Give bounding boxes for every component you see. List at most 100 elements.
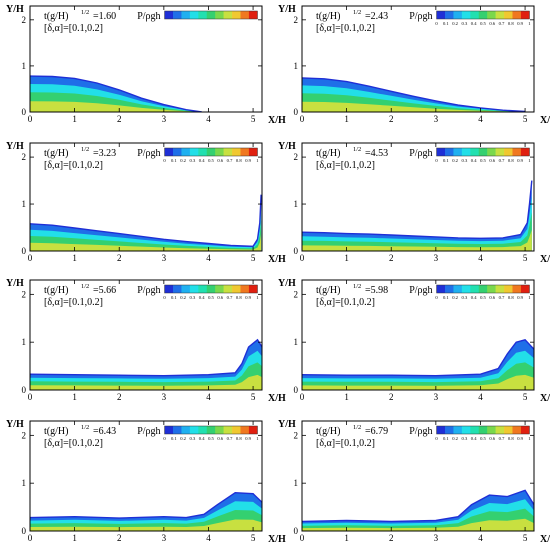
- colorbar-swatch: [478, 11, 488, 19]
- colorbar-tick-label: 0.3: [462, 21, 468, 26]
- y-tick-label: 0: [294, 526, 299, 536]
- x-tick-label: 1: [72, 253, 77, 263]
- free-surface: [30, 75, 202, 112]
- colorbar-frame: [164, 284, 258, 294]
- colorbar-swatch: [495, 148, 505, 156]
- colorbar-swatch: [181, 285, 191, 293]
- colorbar-tick-label: 0.3: [462, 295, 468, 300]
- x-tick-label: 5: [251, 533, 256, 543]
- colorbar-swatch: [206, 11, 216, 19]
- time-exponent: 1/2: [81, 283, 89, 290]
- x-tick-label: 1: [344, 533, 349, 543]
- colorbar-tick-label: 0.4: [471, 21, 477, 26]
- colorbar-tick-label: 0.1: [443, 295, 449, 300]
- x-axis-label: X/H: [540, 254, 550, 265]
- colorbar-swatch: [487, 148, 496, 156]
- colorbar-tick-label: 0.5: [208, 158, 214, 163]
- y-tick-label: 1: [294, 478, 299, 488]
- free-surface: [30, 338, 262, 377]
- y-axis-label: Y/H: [6, 4, 24, 15]
- colorbar-tick-label: 0.8: [236, 295, 242, 300]
- pressure-band: [302, 101, 526, 112]
- colorbar-tick-label: 0.8: [508, 436, 514, 441]
- x-tick-label: 3: [434, 253, 439, 263]
- colorbar-tick-label: 0.8: [508, 21, 514, 26]
- time-value: =3.23: [93, 148, 116, 159]
- time-label: t(g/H): [316, 285, 340, 296]
- colorbar-tick-label: 0.9: [245, 295, 251, 300]
- colorbar-swatch: [444, 11, 454, 19]
- pressure-band: [30, 339, 262, 390]
- x-tick-label: 4: [478, 114, 483, 124]
- colorbar-tick-label: 0.4: [199, 158, 205, 163]
- colorbar-swatch: [215, 426, 224, 434]
- colorbar-label: P/ρgh: [409, 148, 432, 159]
- fluid-region: [302, 489, 534, 531]
- y-tick-label: 0: [294, 107, 299, 117]
- colorbar-swatch: [215, 148, 224, 156]
- x-tick-label: 4: [206, 253, 211, 263]
- colorbar-tick-label: 0: [435, 295, 438, 300]
- colorbar-tick-label: 0: [163, 295, 166, 300]
- colorbar-swatch: [495, 11, 505, 19]
- x-tick-label: 3: [162, 533, 167, 543]
- colorbar-tick-label: 0.5: [208, 295, 214, 300]
- colorbar-swatch: [470, 285, 480, 293]
- x-tick-label: 5: [251, 114, 256, 124]
- colorbar-swatch: [215, 285, 224, 293]
- colorbar-tick-label: 0.7: [499, 21, 505, 26]
- colorbar-label: P/ρgh: [137, 11, 160, 22]
- x-tick-label: 0: [300, 533, 305, 543]
- colorbar-swatch: [453, 148, 463, 156]
- colorbar-swatch: [172, 426, 182, 434]
- pressure-band: [30, 101, 202, 112]
- colorbar-swatch: [512, 148, 522, 156]
- colorbar-tick-label: 0: [163, 436, 166, 441]
- free-surface: [302, 339, 534, 377]
- x-tick-label: 4: [206, 392, 211, 402]
- colorbar-tick-label: 1: [528, 295, 531, 300]
- colorbar-tick-label: 0: [435, 158, 438, 163]
- x-tick-label: 2: [389, 533, 394, 543]
- colorbar-swatch: [248, 426, 258, 434]
- colorbar-swatch: [504, 11, 513, 19]
- colorbar-tick-label: 0.7: [499, 436, 505, 441]
- y-tick-label: 1: [22, 478, 27, 488]
- colorbar-swatch: [470, 11, 480, 19]
- time-value: =4.53: [365, 148, 388, 159]
- x-tick-label: 5: [251, 392, 256, 402]
- time-exponent: 1/2: [81, 424, 89, 431]
- y-axis-label: Y/H: [278, 419, 296, 430]
- y-tick-label: 2: [294, 15, 299, 25]
- plot-frame: [29, 420, 263, 532]
- colorbar-tick-label: 0.6: [489, 436, 495, 441]
- colorbar-tick-label: 0.2: [452, 158, 458, 163]
- colorbar-label: P/ρgh: [137, 285, 160, 296]
- x-tick-label: 0: [28, 253, 33, 263]
- y-tick-label: 0: [22, 526, 27, 536]
- pressure-band: [30, 362, 262, 390]
- colorbar-swatch: [461, 11, 471, 19]
- time-exponent: 1/2: [81, 146, 89, 153]
- colorbar-frame: [436, 10, 530, 20]
- colorbar-tick-label: 0.8: [508, 158, 514, 163]
- param-label: [δ,α]=[0.1,0.2]: [316, 160, 375, 171]
- colorbar-tick-label: 0.2: [180, 158, 186, 163]
- colorbar-label: P/ρgh: [137, 426, 160, 437]
- colorbar-tick-label: 0.6: [217, 436, 223, 441]
- colorbar-tick-label: 0.4: [471, 158, 477, 163]
- time-exponent: 1/2: [353, 9, 361, 16]
- plot-frame: [301, 279, 535, 391]
- y-tick-label: 1: [22, 199, 27, 209]
- x-tick-label: 1: [72, 392, 77, 402]
- time-value: =6.79: [365, 426, 388, 437]
- colorbar-tick-label: 0.2: [180, 295, 186, 300]
- time-exponent: 1/2: [353, 146, 361, 153]
- colorbar-tick-label: 0.5: [208, 436, 214, 441]
- colorbar-tick-label: 1: [256, 295, 259, 300]
- fluid-region: [30, 194, 262, 251]
- colorbar-tick-label: 0.6: [489, 295, 495, 300]
- time-label: t(g/H): [44, 11, 68, 22]
- colorbar-tick-label: 0.4: [199, 436, 205, 441]
